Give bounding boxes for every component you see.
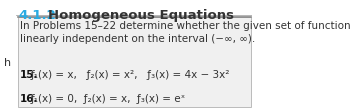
Text: 16.: 16. [20, 94, 38, 104]
Text: ƒ₁(x) = x,   ƒ₂(x) = x²,   ƒ₃(x) = 4x − 3x²: ƒ₁(x) = x, ƒ₂(x) = x², ƒ₃(x) = 4x − 3x² [31, 70, 230, 80]
Text: In Problems 15–22 determine whether the given set of functions is
linearly indep: In Problems 15–22 determine whether the … [20, 20, 350, 44]
FancyBboxPatch shape [18, 17, 251, 107]
Text: ƒ₁(x) = 0,  ƒ₂(x) = x,  ƒ₃(x) = eˣ: ƒ₁(x) = 0, ƒ₂(x) = x, ƒ₃(x) = eˣ [31, 94, 186, 104]
Text: Homogeneous Equations: Homogeneous Equations [48, 9, 234, 22]
Text: 4.1.2: 4.1.2 [19, 9, 57, 22]
Text: h: h [4, 58, 11, 68]
Text: 15.: 15. [20, 70, 38, 80]
